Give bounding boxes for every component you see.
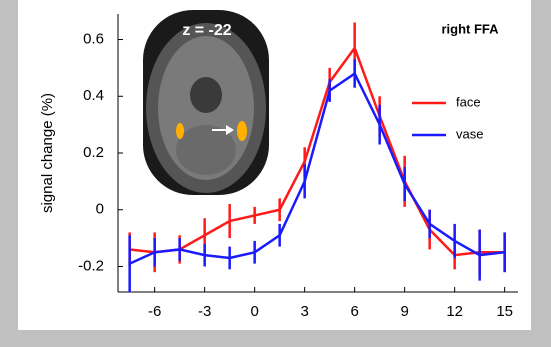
activation — [176, 123, 184, 139]
x-tick-label: 9 — [400, 303, 408, 320]
x-tick-label: 15 — [496, 303, 513, 320]
annotation: right FFA — [441, 21, 499, 36]
y-tick-label: 0.6 — [83, 30, 104, 47]
brain-inset: z = -22 — [143, 10, 269, 195]
page: z = -22 right FFA signal change (%) -0.2… — [0, 0, 551, 347]
chart: z = -22 right FFA signal change (%) -0.2… — [0, 0, 551, 347]
legend-label: vase — [456, 126, 483, 141]
x-tick-label: -6 — [148, 303, 161, 320]
x-tick-label: -3 — [198, 303, 211, 320]
x-tick-label: 0 — [250, 303, 258, 320]
y-tick-label: -0.2 — [78, 257, 104, 274]
plot-background — [18, 0, 531, 330]
y-tick-label: 0 — [96, 201, 104, 218]
x-tick-label: 6 — [350, 303, 358, 320]
y-axis-label: signal change (%) — [39, 93, 56, 213]
x-tick-label: 12 — [446, 303, 463, 320]
brainstem — [190, 77, 222, 113]
activation — [237, 121, 247, 141]
y-tick-label: 0.4 — [83, 87, 104, 104]
legend-label: face — [456, 94, 481, 109]
y-tick-label: 0.2 — [83, 144, 104, 161]
x-tick-label: 3 — [300, 303, 308, 320]
inset-label: z = -22 — [182, 22, 231, 39]
